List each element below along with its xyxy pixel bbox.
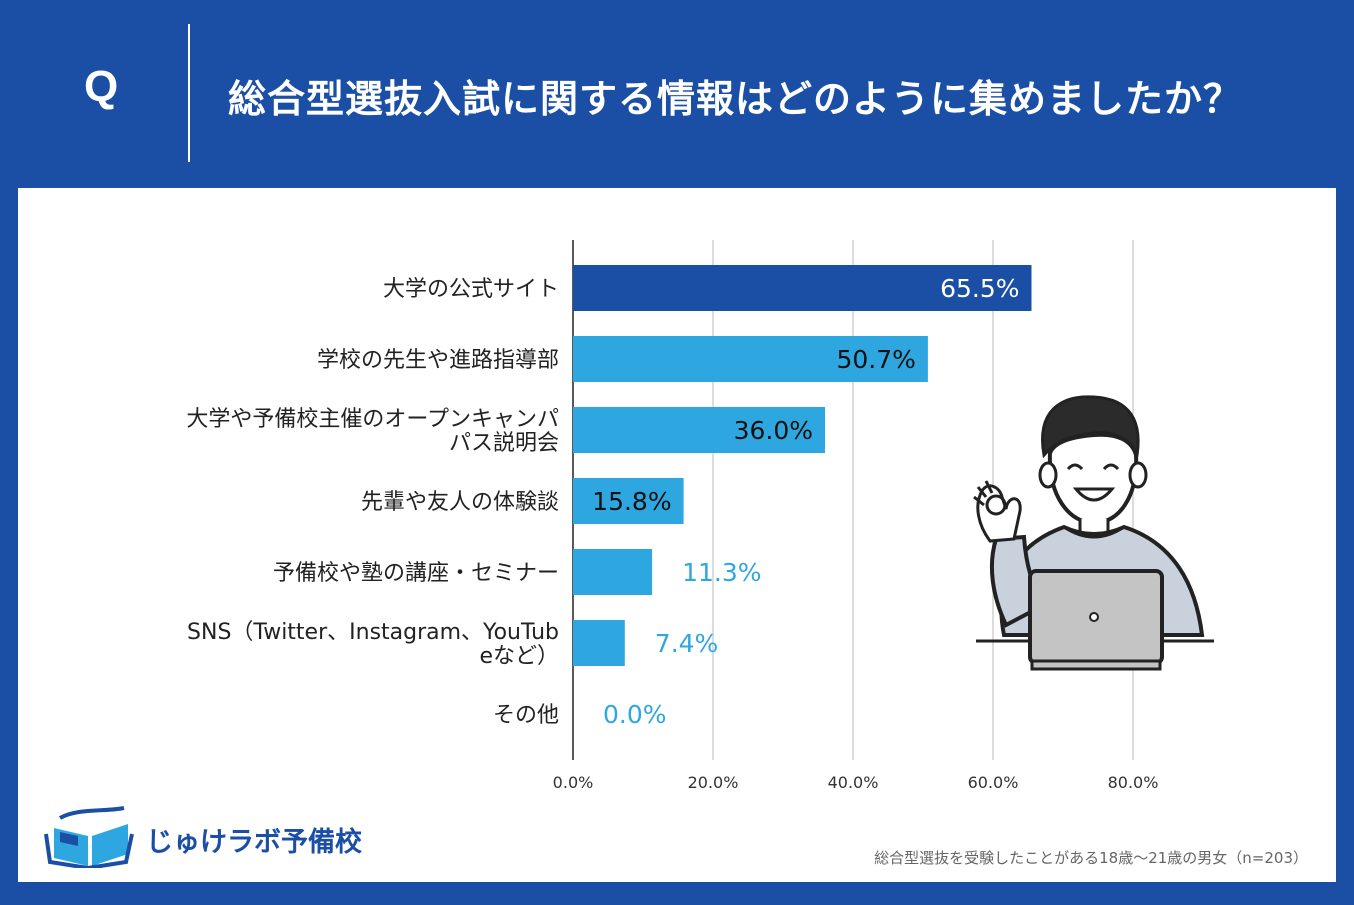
header-divider	[188, 24, 190, 162]
category-label: その他	[493, 703, 559, 728]
question-marker: Q	[84, 62, 119, 111]
category-label: SNS（Twitter、Instagram、YouTub eなど）	[187, 620, 559, 669]
bar	[573, 620, 625, 666]
category-label: 大学の公式サイト	[383, 277, 559, 302]
x-tick-label: 40.0%	[828, 773, 879, 792]
category-label-line: 大学や予備校主催のオープンキャンパ	[186, 407, 559, 432]
bar-chart: 0.0% 20.0% 40.0% 60.0% 80.0% 65.5% 大学の公式サイト 50.…	[186, 240, 1159, 792]
category-label-line: eなど）	[479, 644, 559, 669]
x-tick-label: 0.0%	[553, 773, 594, 792]
footnote: 総合型選抜を受験したことがある18歳〜21歳の男女（n=203）	[874, 849, 1308, 867]
bar	[573, 265, 1032, 311]
person-laptop-illustration	[973, 395, 1214, 671]
data-label: 36.0%	[734, 416, 813, 445]
category-label-line: 予備校や塾の講座・セミナー	[273, 561, 559, 586]
bar	[573, 478, 684, 524]
data-label: 65.5%	[940, 274, 1019, 303]
category-label-line: その他	[493, 703, 559, 728]
bar	[573, 407, 825, 453]
category-label-line: 学校の先生や進路指導部	[317, 348, 559, 373]
x-tick-label: 20.0%	[688, 773, 739, 792]
category-label-line: 大学の公式サイト	[383, 277, 559, 302]
open-book-icon	[44, 806, 134, 871]
data-label: 50.7%	[836, 345, 915, 374]
category-label: 予備校や塾の講座・セミナー	[273, 561, 559, 586]
data-label: 11.3%	[682, 558, 761, 587]
data-label: 0.0%	[603, 700, 667, 729]
header: Q 総合型選抜入試に関する情報はどのように集めましたか？	[0, 0, 1354, 188]
logo-text: じゅけラボ予備校	[146, 827, 362, 858]
x-tick-label: 80.0%	[1108, 773, 1159, 792]
bar	[573, 549, 653, 595]
data-label: 7.4%	[655, 629, 719, 658]
logo: じゅけラボ予備校	[38, 806, 378, 871]
category-label-line: 先輩や友人の体験談	[361, 490, 559, 515]
category-label: 先輩や友人の体験談	[361, 490, 559, 515]
category-label: 大学や予備校主催のオープンキャンパパス説明会	[186, 407, 559, 456]
bar	[573, 336, 928, 382]
data-label: 15.8%	[592, 487, 671, 516]
category-label-line: SNS（Twitter、Instagram、YouTub	[187, 620, 559, 645]
question-title: 総合型選抜入試に関する情報はどのように集めましたか？	[228, 77, 1243, 121]
category-label-line: パス説明会	[449, 431, 559, 456]
category-label: 学校の先生や進路指導部	[317, 348, 559, 373]
x-tick-label: 60.0%	[968, 773, 1019, 792]
